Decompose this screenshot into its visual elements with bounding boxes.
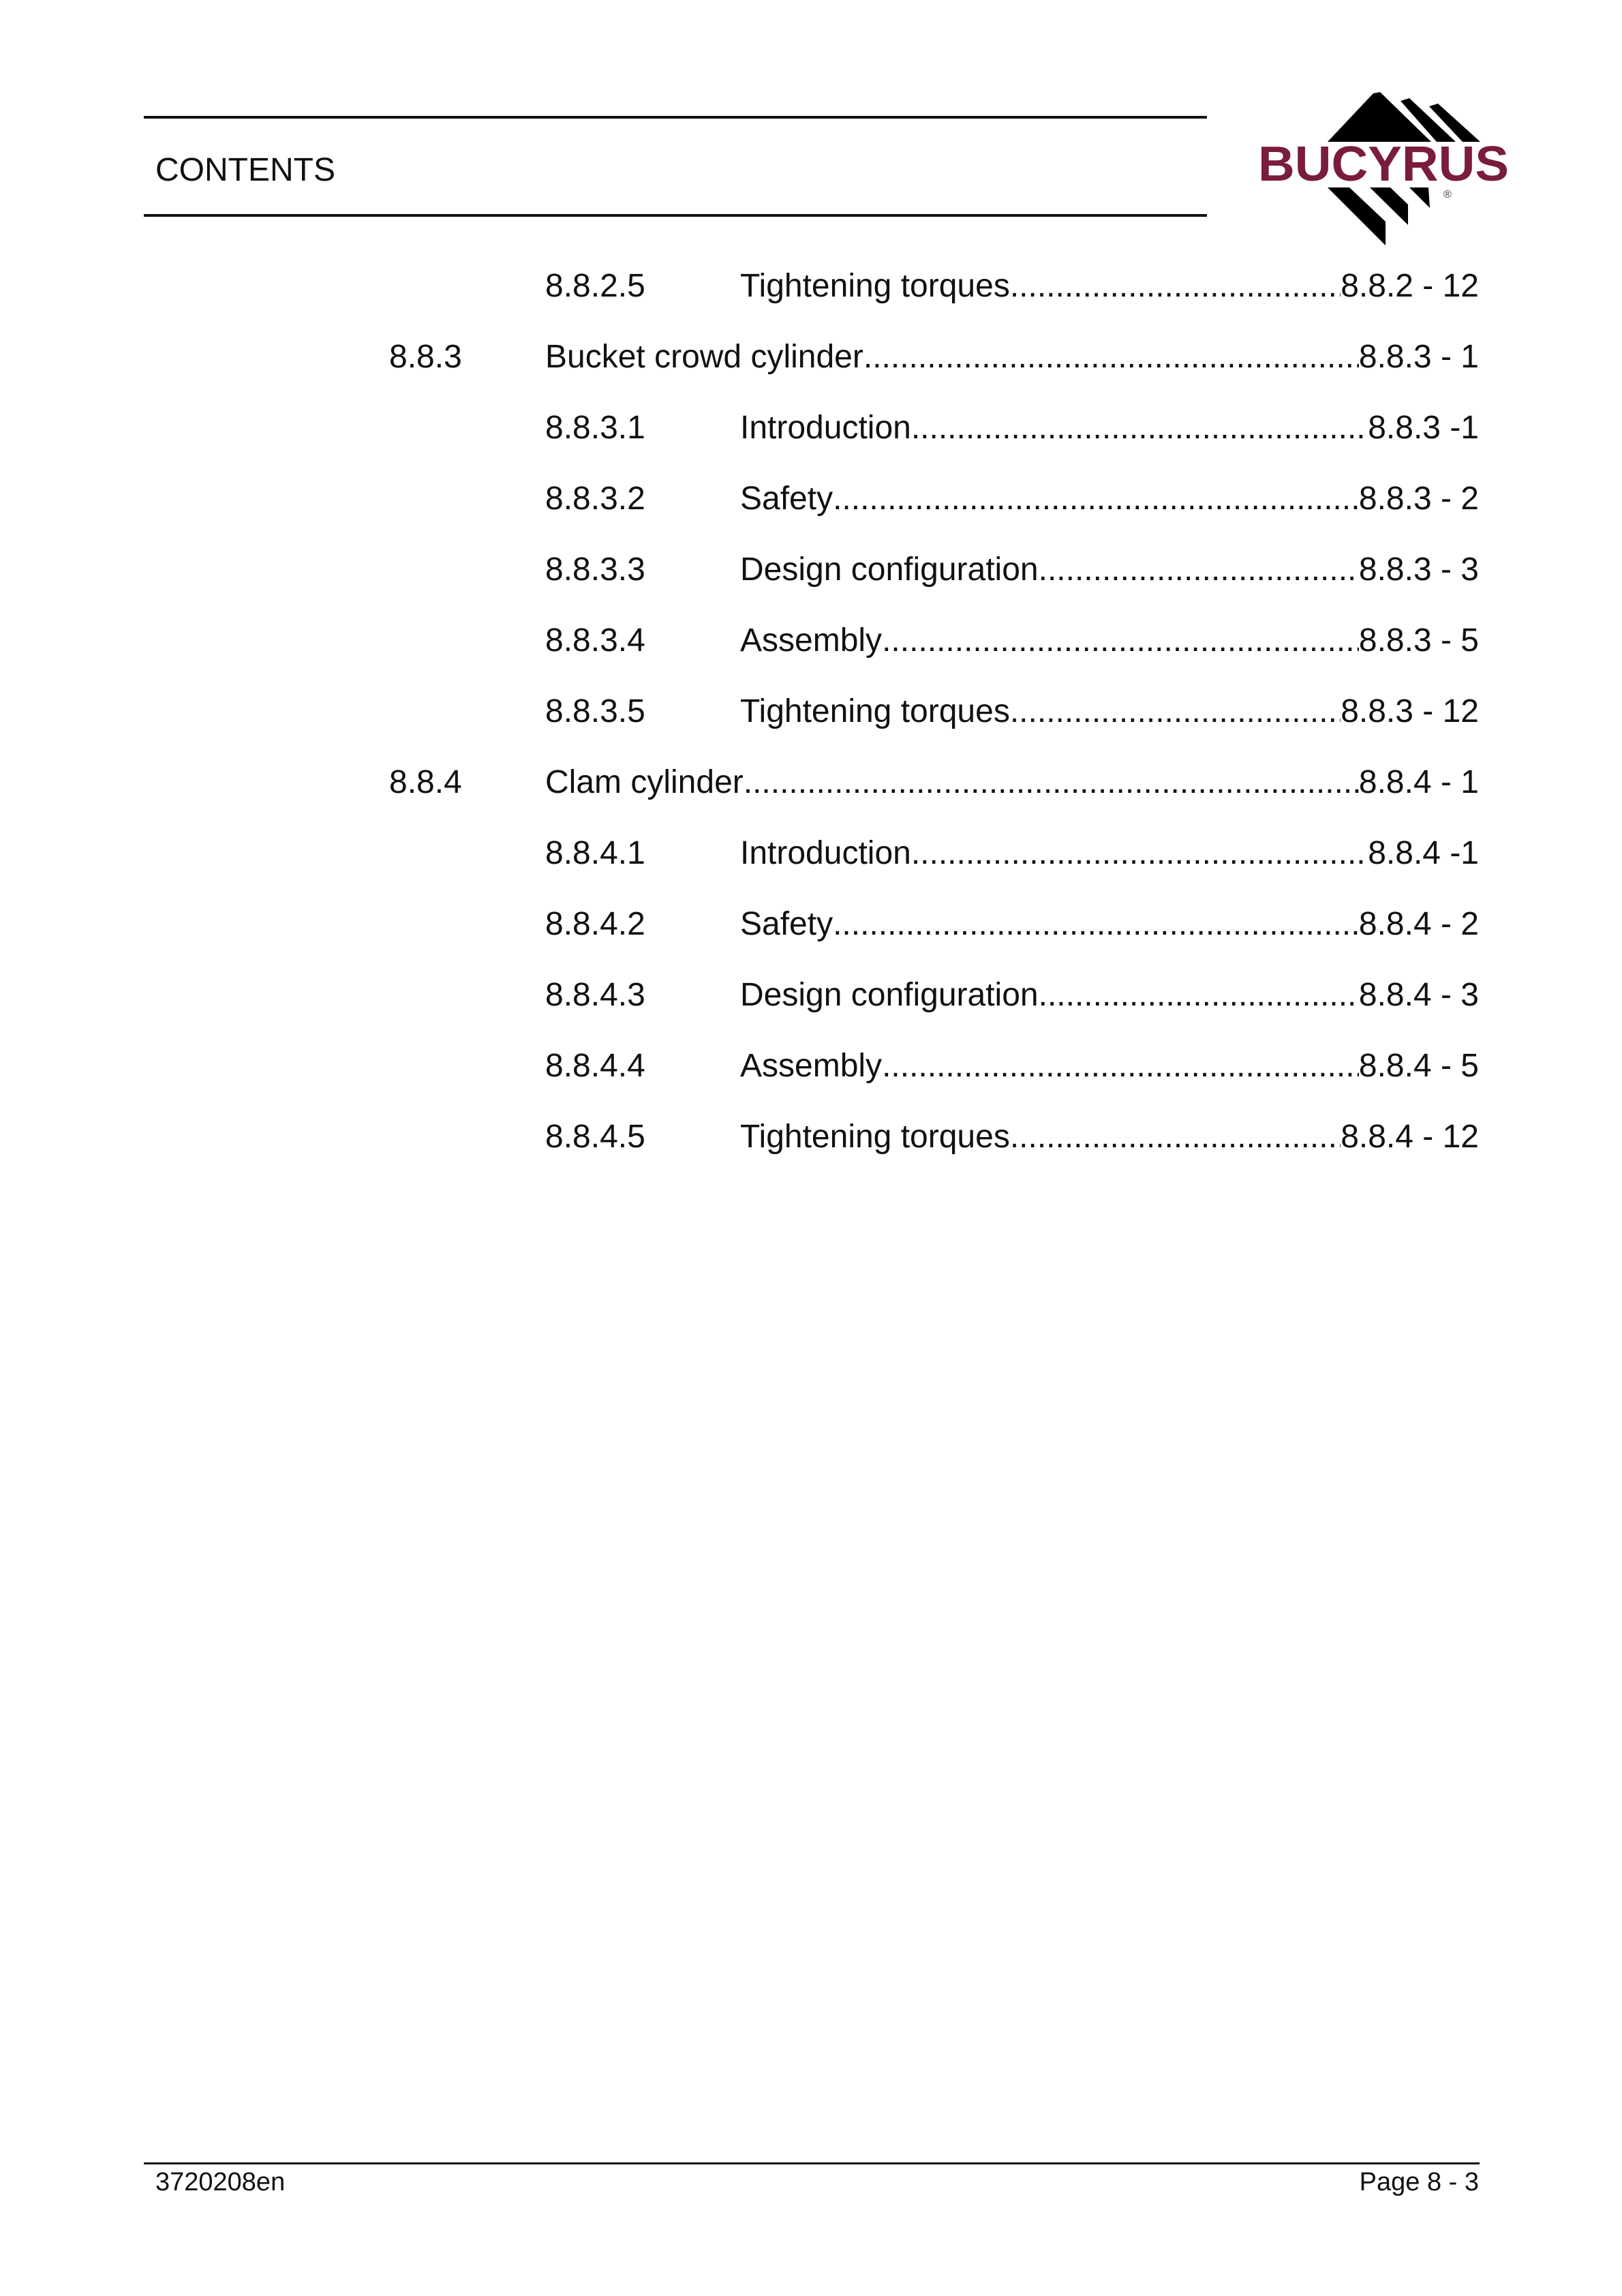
toc-leader-dots	[911, 833, 1368, 874]
svg-text:®: ®	[1443, 189, 1452, 200]
header-bottom-rule	[144, 214, 1207, 217]
toc-entry[interactable]: 8.8.3.3 Design configuration 8.8.3 - 3	[0, 549, 1622, 590]
toc-link[interactable]: Assembly 8.8.3 - 5	[740, 620, 1479, 661]
toc-entry[interactable]: 8.8.4.4 Assembly 8.8.4 - 5	[0, 1046, 1622, 1087]
toc-page: 8.8.3 -1	[1368, 410, 1479, 446]
toc-leader-dots	[882, 1046, 1359, 1087]
toc-link[interactable]: Tightening torques 8.8.2 - 12	[740, 266, 1479, 307]
toc-page: 8.8.3 - 3	[1358, 552, 1479, 588]
toc-entry[interactable]: 8.8.2.5 Tightening torques 8.8.2 - 12	[0, 266, 1622, 307]
toc-leader-dots	[863, 337, 1359, 378]
toc-title: Clam cylinder	[545, 764, 744, 800]
toc-entry[interactable]: 8.8.3.5 Tightening torques 8.8.3 - 12	[0, 691, 1622, 732]
toc-page: 8.8.2 - 12	[1341, 268, 1479, 304]
toc-number: 8.8.2.5	[545, 268, 645, 304]
toc-leader-dots	[833, 904, 1359, 945]
toc-leader-dots	[1010, 266, 1341, 307]
toc-number: 8.8.4.2	[545, 906, 645, 942]
toc-link[interactable]: Bucket crowd cylinder 8.8.3 - 1	[545, 337, 1479, 378]
toc-number: 8.8.4.4	[545, 1048, 645, 1084]
toc-number: 8.8.4.5	[545, 1119, 645, 1155]
toc-leader-dots	[882, 620, 1359, 661]
toc-number: 8.8.3.5	[545, 693, 645, 729]
toc-number: 8.8.4.1	[545, 835, 645, 871]
toc-number: 8.8.3.2	[545, 481, 645, 517]
toc-title: Safety	[740, 481, 833, 517]
toc-entry[interactable]: 8.8.3.1 Introduction 8.8.3 -1	[0, 408, 1622, 449]
toc-number: 8.8.3.1	[545, 410, 645, 446]
toc-leader-dots	[911, 408, 1368, 449]
toc-link[interactable]: Safety 8.8.3 - 2	[740, 479, 1479, 519]
toc-title: Safety	[740, 906, 833, 942]
toc-entry[interactable]: 8.8.3.4 Assembly 8.8.3 - 5	[0, 620, 1622, 661]
toc-title: Tightening torques	[740, 693, 1010, 729]
toc-page: 8.8.4 - 12	[1341, 1119, 1479, 1155]
toc-entry[interactable]: 8.8.3.2 Safety 8.8.3 - 2	[0, 479, 1622, 519]
svg-text:BUCYRUS: BUCYRUS	[1258, 137, 1509, 192]
page-number: Page 8 - 3	[1359, 2168, 1479, 2196]
toc-page: 8.8.3 - 2	[1358, 481, 1479, 517]
toc-entry[interactable]: 8.8.4 Clam cylinder 8.8.4 - 1	[0, 762, 1622, 803]
toc-leader-dots	[1010, 691, 1341, 732]
toc-title: Tightening torques	[740, 268, 1010, 304]
toc-title: Assembly	[740, 622, 883, 659]
page-title: CONTENTS	[155, 152, 335, 188]
toc-link[interactable]: Tightening torques 8.8.4 - 12	[740, 1117, 1479, 1158]
toc-entry[interactable]: 8.8.4.2 Safety 8.8.4 - 2	[0, 904, 1622, 945]
toc-leader-dots	[1039, 975, 1359, 1016]
toc-page: 8.8.4 - 1	[1358, 764, 1479, 800]
toc-leader-dots	[833, 479, 1359, 519]
bucyrus-logo: BUCYRUS ®	[1258, 92, 1509, 245]
toc-title: Introduction	[740, 835, 911, 871]
toc-entry[interactable]: 8.8.4.5 Tightening torques 8.8.4 - 12	[0, 1117, 1622, 1158]
toc-entry[interactable]: 8.8.4.1 Introduction 8.8.4 -1	[0, 833, 1622, 874]
toc-link[interactable]: Introduction 8.8.4 -1	[740, 833, 1479, 874]
toc-page: 8.8.3 - 1	[1358, 339, 1479, 375]
toc-page: 8.8.3 - 5	[1358, 622, 1479, 659]
toc-title: Introduction	[740, 410, 911, 446]
toc-number: 8.8.4	[389, 764, 462, 800]
footer-rule	[144, 2162, 1480, 2164]
toc-title: Assembly	[740, 1048, 883, 1084]
toc-page: 8.8.3 - 12	[1341, 693, 1479, 729]
toc-leader-dots	[1010, 1117, 1341, 1158]
toc-page: 8.8.4 - 2	[1358, 906, 1479, 942]
toc-title: Tightening torques	[740, 1119, 1010, 1155]
toc-link[interactable]: Design configuration 8.8.4 - 3	[740, 975, 1479, 1016]
toc-page: 8.8.4 - 3	[1358, 977, 1479, 1013]
toc-link[interactable]: Introduction 8.8.3 -1	[740, 408, 1479, 449]
toc-number: 8.8.3	[389, 339, 462, 375]
document-number: 3720208en	[155, 2168, 286, 2196]
toc-number: 8.8.4.3	[545, 977, 645, 1013]
toc-page: 8.8.4 -1	[1368, 835, 1479, 871]
toc-title: Design configuration	[740, 977, 1039, 1013]
toc-link[interactable]: Design configuration 8.8.3 - 3	[740, 549, 1479, 590]
toc-link[interactable]: Clam cylinder 8.8.4 - 1	[545, 762, 1479, 803]
toc-entry[interactable]: 8.8.3 Bucket crowd cylinder 8.8.3 - 1	[0, 337, 1622, 378]
toc-title: Bucket crowd cylinder	[545, 339, 863, 375]
header-top-rule	[144, 116, 1207, 119]
toc-page: 8.8.4 - 5	[1358, 1048, 1479, 1084]
toc-number: 8.8.3.4	[545, 622, 645, 659]
toc-link[interactable]: Tightening torques 8.8.3 - 12	[740, 691, 1479, 732]
toc-leader-dots	[1039, 549, 1359, 590]
toc-leader-dots	[744, 762, 1359, 803]
toc-link[interactable]: Safety 8.8.4 - 2	[740, 904, 1479, 945]
toc-number: 8.8.3.3	[545, 552, 645, 588]
toc-link[interactable]: Assembly 8.8.4 - 5	[740, 1046, 1479, 1087]
toc-title: Design configuration	[740, 552, 1039, 588]
toc-entry[interactable]: 8.8.4.3 Design configuration 8.8.4 - 3	[0, 975, 1622, 1016]
